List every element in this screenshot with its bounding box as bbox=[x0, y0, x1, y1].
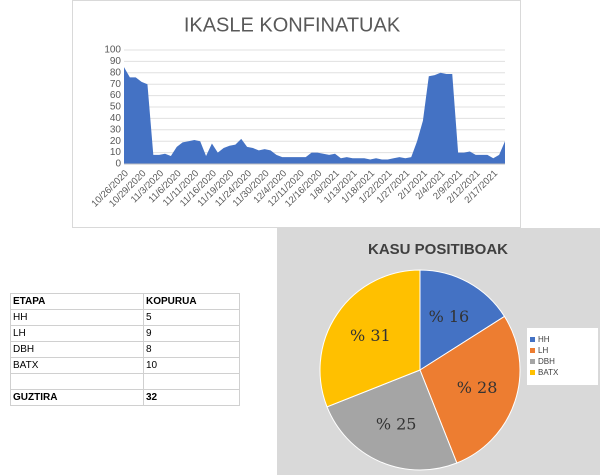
legend-swatch bbox=[530, 348, 535, 353]
chart-title: KASU POSITIBOAK bbox=[368, 241, 508, 258]
legend-swatch bbox=[530, 370, 535, 375]
pie-slice bbox=[319, 269, 421, 408]
table: ETAPA KOPURUA HH 5 LH 9 DBH 8 BATX 10 GUZTIRA… bbox=[10, 293, 240, 406]
chart-title: IKASLE KONFINATUAK bbox=[184, 14, 401, 36]
legend-label: BATX bbox=[538, 368, 559, 377]
table-cell: 8 bbox=[143, 341, 240, 358]
data-label: % 25 bbox=[376, 415, 417, 434]
legend-swatch bbox=[530, 337, 535, 342]
y-tick-label: 50 bbox=[110, 102, 122, 113]
data-label: % 31 bbox=[350, 326, 391, 345]
y-tick-label: 30 bbox=[110, 124, 122, 135]
y-tick-label: 80 bbox=[110, 67, 122, 78]
table-header: KOPURUA bbox=[143, 293, 240, 310]
legend-swatch bbox=[530, 359, 535, 364]
table-cell: 5 bbox=[143, 309, 240, 326]
table-cell: BATX bbox=[10, 357, 144, 374]
table-cell: 10 bbox=[143, 357, 240, 374]
y-tick-label: 40 bbox=[110, 113, 122, 124]
table-cell: 32 bbox=[143, 389, 240, 406]
data-label: % 28 bbox=[457, 378, 498, 397]
pie-slice bbox=[419, 315, 521, 464]
table-cell: LH bbox=[10, 325, 144, 342]
y-tick-label: 100 bbox=[104, 45, 121, 56]
pie-slice bbox=[326, 369, 458, 471]
pie-slice bbox=[419, 269, 506, 371]
table-cell bbox=[143, 373, 240, 390]
table-cell: GUZTIRA bbox=[10, 389, 144, 406]
y-tick-label: 20 bbox=[110, 136, 122, 147]
y-tick-label: 10 bbox=[110, 147, 122, 158]
table-cell bbox=[10, 373, 144, 390]
legend-label: DBH bbox=[538, 357, 555, 366]
legend-box bbox=[527, 328, 598, 385]
table-cell: HH bbox=[10, 309, 144, 326]
table-header: ETAPA bbox=[10, 293, 144, 310]
y-tick-label: 60 bbox=[110, 90, 122, 101]
legend-label: HH bbox=[538, 335, 550, 344]
table-cell: 9 bbox=[143, 325, 240, 342]
y-tick-label: 0 bbox=[115, 159, 121, 170]
y-tick-label: 70 bbox=[110, 79, 122, 90]
y-tick-label: 90 bbox=[110, 56, 122, 67]
data-label: % 16 bbox=[429, 307, 470, 326]
legend-label: LH bbox=[538, 346, 548, 355]
table-cell: DBH bbox=[10, 341, 144, 358]
area bbox=[124, 67, 505, 164]
